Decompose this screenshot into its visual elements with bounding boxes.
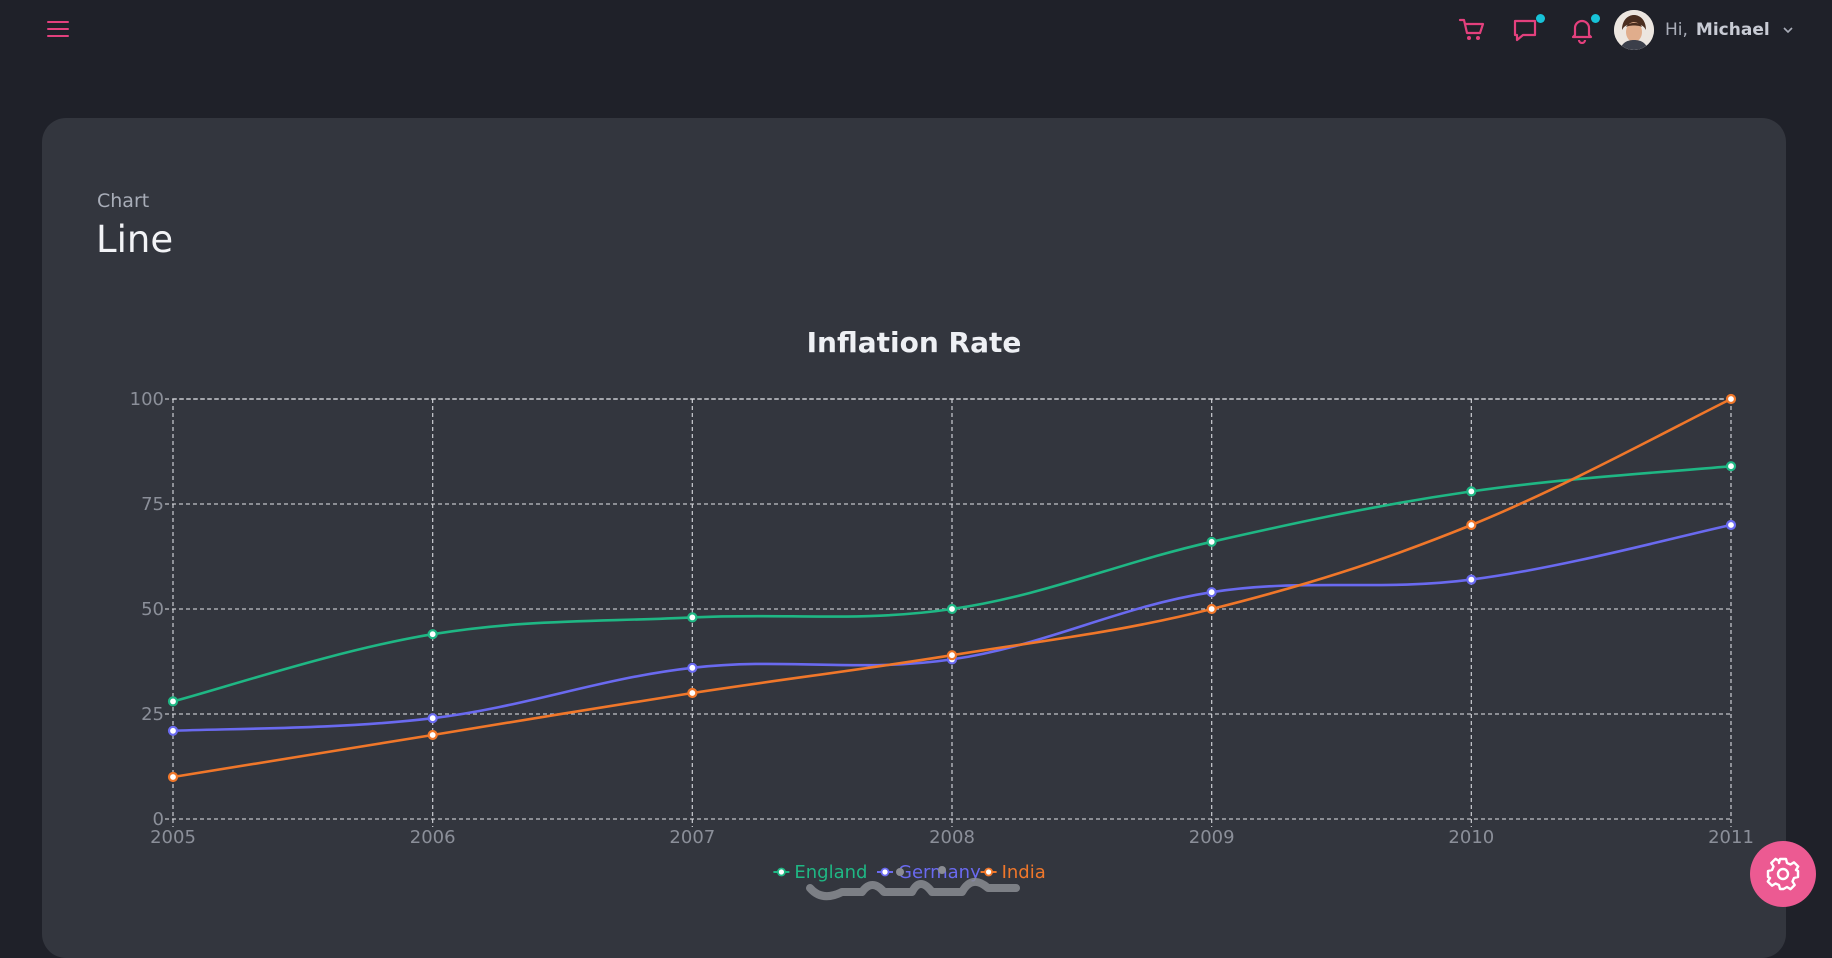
- menu-icon[interactable]: [47, 21, 69, 39]
- chevron-down-icon[interactable]: [1782, 24, 1794, 36]
- y-tick-label: 100: [130, 389, 164, 410]
- user-menu[interactable]: Hi, Michael: [1614, 10, 1794, 50]
- chat-icon[interactable]: [1512, 14, 1545, 44]
- bell-icon[interactable]: [1568, 14, 1600, 45]
- x-tick-label: 2007: [669, 827, 715, 848]
- data-point-england: [1466, 486, 1477, 497]
- watermark-logo: [806, 866, 1020, 901]
- user-name: Michael: [1695, 20, 1770, 40]
- data-point-england: [1206, 536, 1217, 547]
- data-point-england: [687, 612, 698, 623]
- data-point-germany: [1206, 587, 1217, 598]
- notification-badge: [1591, 14, 1600, 23]
- data-point-germany: [687, 662, 698, 673]
- y-tick-label: 25: [141, 704, 164, 725]
- data-point-india: [427, 729, 438, 741]
- data-point-india: [167, 771, 179, 783]
- chat-badge: [1536, 14, 1545, 23]
- legend-marker-india: [984, 867, 993, 877]
- data-point-england: [946, 603, 958, 615]
- data-point-england: [167, 696, 179, 707]
- data-point-england: [427, 629, 438, 640]
- data-point-india: [1206, 603, 1217, 615]
- cart-icon[interactable]: [1458, 16, 1486, 44]
- gear-icon: [1766, 857, 1800, 891]
- data-point-germany: [427, 713, 438, 724]
- data-point-germany: [1466, 574, 1477, 585]
- legend-marker-germany: [880, 867, 890, 877]
- x-tick-label: 2009: [1189, 827, 1235, 848]
- line-chart: Inflation Rate 0 25 50 75 100 2005 2006 2007 2008…: [130, 326, 1754, 883]
- data-point-germany: [167, 725, 179, 736]
- data-point-india: [1466, 519, 1477, 531]
- x-tick-label: 2010: [1448, 827, 1494, 848]
- page-subtitle: Chart: [97, 190, 150, 212]
- x-tick-label: 2008: [929, 827, 975, 848]
- avatar[interactable]: [1614, 10, 1654, 50]
- data-point-india: [687, 687, 698, 699]
- y-tick-label: 75: [141, 494, 164, 515]
- x-tick-label: 2011: [1708, 827, 1754, 848]
- data-point-germany: [1725, 519, 1737, 531]
- data-point-india: [946, 650, 958, 661]
- legend-label-england: England: [794, 862, 867, 883]
- settings-button[interactable]: [1750, 841, 1816, 907]
- chart-title: Inflation Rate: [807, 326, 1022, 359]
- legend-marker-england: [777, 867, 786, 877]
- data-point-england: [1725, 461, 1737, 472]
- chart-card: [42, 118, 1786, 958]
- y-tick-label: 0: [153, 809, 164, 830]
- greeting-text: Hi,: [1665, 20, 1688, 40]
- legend-label-india: India: [1002, 862, 1046, 883]
- top-bar: Hi, Michael: [0, 0, 1832, 62]
- page-title: Line: [96, 218, 174, 261]
- data-point-india: [1725, 393, 1737, 405]
- x-tick-label: 2005: [150, 827, 196, 848]
- x-tick-label: 2006: [410, 827, 456, 848]
- y-tick-label: 50: [141, 599, 164, 620]
